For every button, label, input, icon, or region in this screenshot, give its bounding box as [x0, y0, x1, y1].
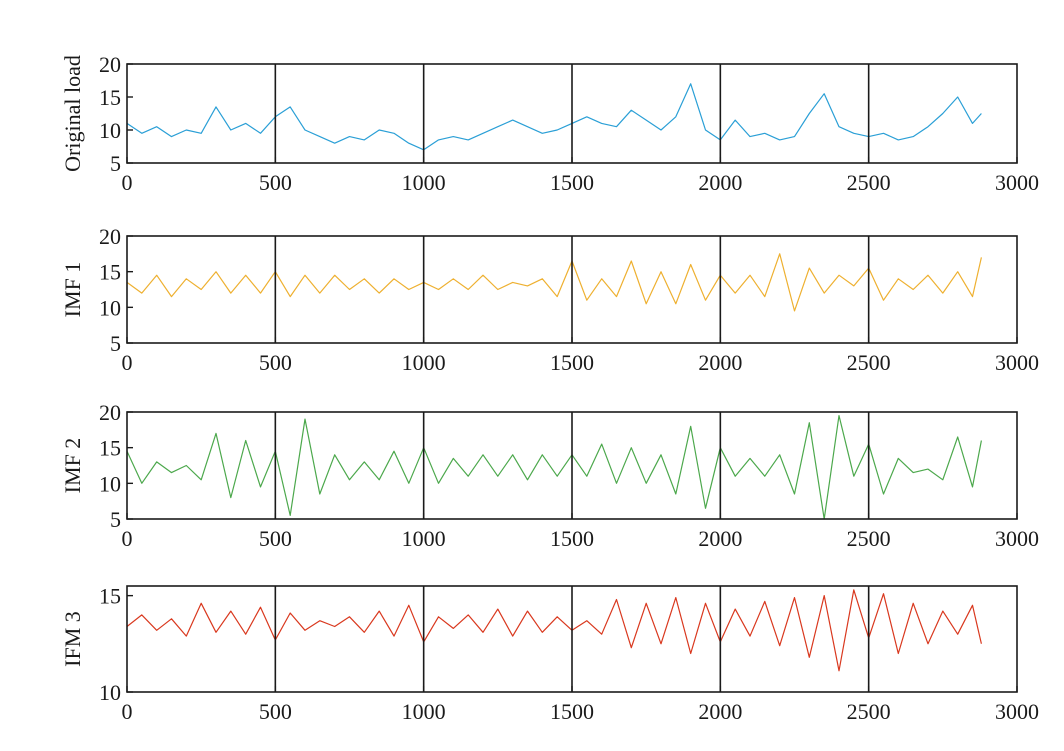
x-tick-label: 0	[122, 170, 133, 195]
x-tick-label: 2000	[698, 350, 742, 375]
y-tick-label: 20	[99, 224, 121, 249]
y-tick-label: 15	[99, 584, 121, 609]
x-tick-label: 2500	[847, 170, 891, 195]
x-tick-label: 1500	[550, 170, 594, 195]
x-tick-label: 1000	[402, 699, 446, 724]
x-tick-label: 2000	[698, 526, 742, 551]
y-tick-label: 10	[99, 471, 121, 496]
x-tick-label: 1000	[402, 350, 446, 375]
y-tick-label: 5	[110, 507, 121, 532]
y-tick-label: 5	[110, 331, 121, 356]
series-line-imf-2	[126, 415, 982, 520]
y-tick-label: 15	[99, 436, 121, 461]
x-tick-label: 3000	[995, 526, 1039, 551]
x-tick-label: 1500	[550, 350, 594, 375]
y-tick-label: 5	[110, 151, 121, 176]
x-tick-label: 1500	[550, 526, 594, 551]
panel-imf-1: 0 500 1000 1500 2000 2500 3000 5 10 15 20 IMF 1	[60, 224, 1039, 375]
x-tick-label: 2500	[847, 350, 891, 375]
panel-ifm-3: 0 500 1000 1500 2000 2500 3000 10 15 IFM 3	[60, 584, 1039, 724]
series-line-original-load	[126, 83, 982, 151]
x-tick-label: 500	[259, 350, 292, 375]
panel-imf-2: 0 500 1000 1500 2000 2500 3000 5 10 15 20 IMF 2	[60, 400, 1039, 551]
y-axis-label: IMF 2	[60, 438, 85, 494]
x-tick-label: 500	[259, 170, 292, 195]
x-tick-label: 2000	[698, 170, 742, 195]
y-axis-label: Original load	[60, 55, 85, 172]
y-tick-label: 15	[99, 85, 121, 110]
x-tick-label: 2500	[847, 526, 891, 551]
y-tick-label: 20	[99, 52, 121, 77]
x-tick-label: 3000	[995, 350, 1039, 375]
x-tick-label: 3000	[995, 699, 1039, 724]
y-tick-label: 10	[99, 680, 121, 705]
x-tick-label: 0	[122, 699, 133, 724]
y-tick-label: 10	[99, 295, 121, 320]
panel-original-load: 0 500 1000 1500 2000 2500 3000 5 10 15 20 Original …	[60, 52, 1039, 195]
y-axis-label: IMF 1	[60, 262, 85, 318]
series-line-imf-1	[126, 253, 982, 312]
x-tick-label: 1000	[402, 170, 446, 195]
y-tick-label: 10	[99, 118, 121, 143]
x-tick-label: 0	[122, 526, 133, 551]
x-tick-label: 0	[122, 350, 133, 375]
y-tick-label: 20	[99, 400, 121, 425]
x-tick-label: 500	[259, 526, 292, 551]
y-axis-label: IFM 3	[60, 611, 85, 667]
panels: 0 500 1000 1500 2000 2500 30005101520Original …	[60, 52, 1039, 724]
x-tick-label: 1000	[402, 526, 446, 551]
x-tick-label: 500	[259, 699, 292, 724]
x-tick-label: 2000	[698, 699, 742, 724]
x-tick-label: 3000	[995, 170, 1039, 195]
y-tick-label: 15	[99, 260, 121, 285]
x-tick-label: 2500	[847, 699, 891, 724]
x-tick-label: 1500	[550, 699, 594, 724]
series-line-ifm-3	[126, 589, 982, 672]
